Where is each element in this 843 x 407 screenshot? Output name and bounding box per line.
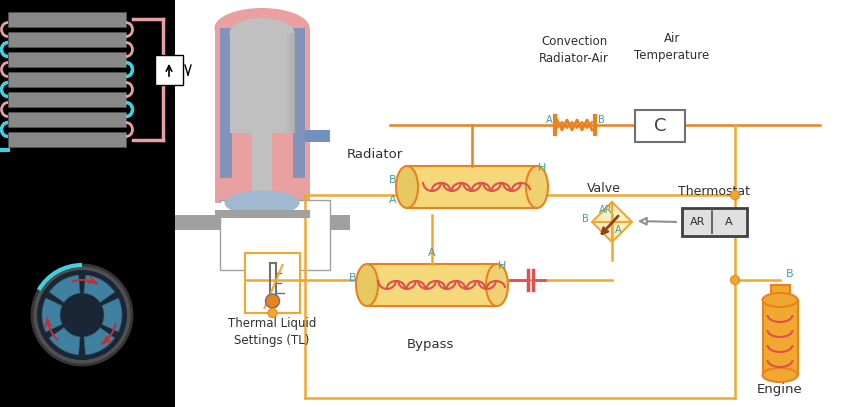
- Text: Valve: Valve: [587, 182, 621, 195]
- Ellipse shape: [356, 264, 378, 306]
- Bar: [288, 33, 289, 133]
- Text: Radiator: Radiator: [346, 149, 403, 162]
- Text: A: A: [545, 115, 552, 125]
- Bar: [175, 0, 843, 407]
- Bar: [214, 203, 309, 218]
- Wedge shape: [102, 298, 122, 332]
- Bar: [252, 133, 272, 213]
- Text: H: H: [538, 163, 546, 173]
- Circle shape: [731, 190, 739, 199]
- Text: H: H: [498, 261, 507, 271]
- Bar: [220, 200, 330, 270]
- Bar: [304, 130, 330, 142]
- Ellipse shape: [224, 190, 299, 215]
- Text: Bypass: Bypass: [406, 338, 454, 351]
- Ellipse shape: [229, 18, 294, 48]
- Bar: [287, 33, 288, 133]
- Text: Air
Temperature: Air Temperature: [635, 32, 710, 62]
- Bar: [286, 33, 287, 133]
- Bar: [214, 210, 309, 218]
- Bar: [8, 12, 126, 27]
- Text: A: A: [725, 217, 733, 227]
- Text: B: B: [598, 115, 604, 125]
- Bar: [8, 52, 126, 67]
- Text: C: C: [654, 117, 666, 135]
- Bar: [229, 33, 294, 133]
- Bar: [293, 33, 294, 133]
- Bar: [219, 28, 232, 178]
- Ellipse shape: [486, 264, 508, 306]
- Ellipse shape: [763, 368, 797, 382]
- Bar: [175, 215, 350, 230]
- Bar: [155, 55, 183, 85]
- Ellipse shape: [526, 166, 548, 208]
- Ellipse shape: [214, 8, 309, 48]
- Circle shape: [268, 309, 277, 317]
- Ellipse shape: [396, 166, 418, 208]
- Bar: [8, 32, 126, 47]
- Bar: [8, 112, 126, 127]
- Circle shape: [37, 270, 127, 360]
- Text: Engine: Engine: [757, 383, 803, 396]
- Circle shape: [266, 294, 280, 308]
- Bar: [0, 0, 175, 407]
- Bar: [293, 28, 304, 178]
- Text: Thermal Liquid
Settings (TL): Thermal Liquid Settings (TL): [228, 317, 316, 347]
- Text: A: A: [428, 248, 436, 258]
- Bar: [8, 132, 126, 147]
- Bar: [8, 92, 126, 107]
- Text: A: A: [389, 195, 397, 205]
- Bar: [763, 300, 797, 375]
- Text: AR: AR: [690, 217, 706, 227]
- Polygon shape: [592, 202, 632, 242]
- Wedge shape: [42, 298, 62, 332]
- Bar: [8, 72, 126, 87]
- Text: AR: AR: [599, 205, 613, 215]
- Text: B: B: [349, 273, 357, 283]
- Text: B: B: [787, 269, 794, 279]
- Ellipse shape: [763, 293, 797, 307]
- Text: A: A: [615, 225, 621, 235]
- Bar: [291, 33, 292, 133]
- Wedge shape: [84, 275, 115, 302]
- Bar: [214, 28, 309, 218]
- Text: B: B: [389, 175, 397, 185]
- Bar: [367, 264, 497, 306]
- Text: Thermostat: Thermostat: [679, 185, 750, 198]
- Bar: [245, 253, 300, 313]
- Wedge shape: [84, 328, 115, 355]
- Bar: [682, 208, 747, 236]
- Wedge shape: [49, 275, 80, 302]
- Bar: [292, 33, 293, 133]
- Circle shape: [731, 276, 739, 284]
- Bar: [407, 166, 537, 208]
- Bar: [289, 33, 291, 133]
- Bar: [635, 110, 685, 142]
- Text: B: B: [582, 214, 588, 224]
- Text: Convection
Radiator-Air: Convection Radiator-Air: [539, 35, 609, 65]
- Wedge shape: [49, 328, 80, 355]
- Bar: [771, 285, 790, 305]
- Bar: [284, 33, 286, 133]
- Circle shape: [32, 265, 132, 365]
